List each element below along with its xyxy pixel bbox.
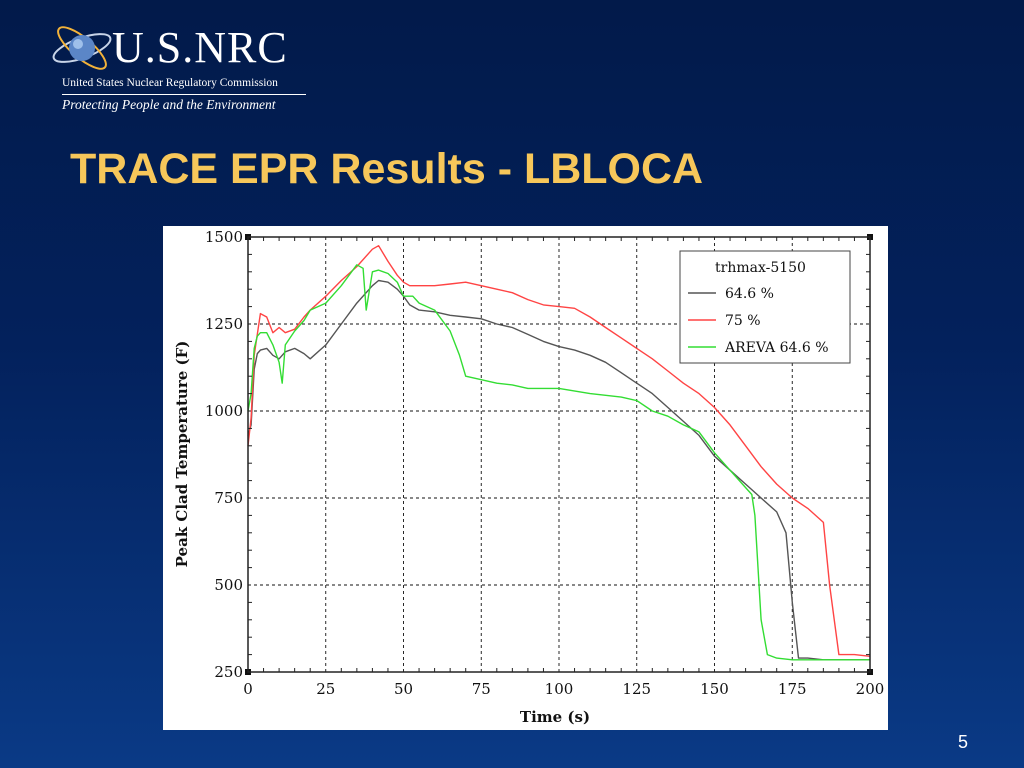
legend-box (679, 250, 851, 364)
x-tick-label: 150 (700, 680, 729, 698)
nrc-logo: U.S.NRC United States Nuclear Regulatory… (42, 14, 322, 118)
pct-line-chart: 0 25 50 75 100 125 150 175 200 250 500 750 1000 1250 1… (173, 228, 885, 726)
logo-divider (62, 94, 306, 95)
series-line-0 (247, 279, 870, 661)
y-tick-label: 500 (214, 576, 243, 594)
x-tick-label: 25 (316, 680, 335, 698)
x-tick-label: 175 (778, 680, 807, 698)
slide-title: TRACE EPR Results - LBLOCA (70, 145, 704, 193)
x-tick-label: 100 (545, 680, 574, 698)
x-tick-label: 0 (243, 680, 253, 698)
chart-panel: 0 25 50 75 100 125 150 175 200 250 500 750 1000 1250 1… (163, 226, 888, 730)
x-axis-title: Time (s) (520, 708, 590, 726)
plot-frame (247, 236, 871, 673)
y-tick-label: 250 (214, 663, 243, 681)
page-number: 5 (957, 732, 968, 752)
legend: trhmax-5150 64.6 % 75 % AREVA 64.6 % (679, 250, 851, 364)
agency-name: United States Nuclear Regulatory Commiss… (62, 77, 278, 89)
y-tick-label: 1500 (205, 228, 243, 246)
y-axis-title: Peak Clad Temperature (F) (173, 341, 191, 568)
y-tick-label: 1000 (205, 402, 243, 420)
x-tick-label: 50 (394, 680, 413, 698)
x-tick-label: 125 (622, 680, 651, 698)
logo-tagline: Protecting People and the Environment (62, 97, 276, 112)
legend-label-64-6: 64.6 % (725, 286, 774, 302)
legend-label-areva: AREVA 64.6 % (724, 340, 829, 356)
logo-wordmark: U.S.NRC (112, 23, 288, 72)
x-tick-label: 200 (856, 680, 885, 698)
y-tick-label: 1250 (205, 315, 243, 333)
series-layer (247, 245, 871, 661)
legend-title: trhmax-5150 (715, 260, 806, 276)
series-line-2 (247, 264, 870, 661)
legend-label-75: 75 % (725, 313, 761, 329)
y-tick-label: 750 (214, 489, 243, 507)
atom-globe-icon (52, 26, 112, 70)
x-tick-label: 75 (472, 680, 491, 698)
series-line-1 (247, 245, 871, 657)
